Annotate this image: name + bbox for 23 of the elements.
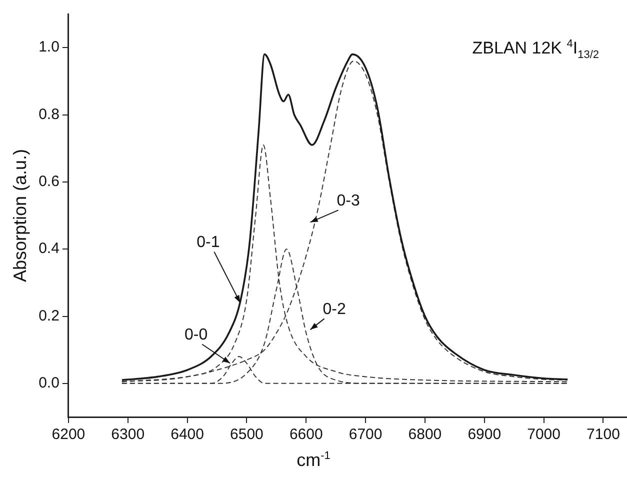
x-tick-label: 6900	[468, 426, 502, 444]
y-tick-label: 0.4	[38, 240, 60, 258]
x-tick-label: 7000	[527, 426, 560, 444]
x-tick-label: 6400	[170, 426, 204, 444]
annotation: 0-0	[184, 326, 208, 344]
text: ZBLAN 12K $^{4}$I$_{13/2}$	[472, 38, 599, 62]
y-tick-label: 0.8	[38, 106, 60, 123]
annotation: 0-3	[336, 192, 360, 210]
y-tick-label: 0.2	[38, 307, 60, 324]
y-tick-label: 0.6	[38, 173, 60, 190]
x-tick-label: 6300	[111, 426, 145, 444]
x-axis-title: cm$^{-1}$	[296, 450, 332, 471]
y-tick-label: 0.0	[38, 374, 60, 392]
annotation: 0-1	[196, 234, 220, 252]
y-axis-title: Absorption (a.u.)	[10, 148, 30, 282]
annotation: 0-2	[322, 301, 346, 318]
x-tick-label: 7100	[586, 426, 620, 444]
y-tick-label: 1.0	[38, 38, 60, 56]
x-tick-label: 6200	[52, 426, 86, 444]
x-tick-label: 6500	[230, 426, 264, 444]
x-tick-label: 6800	[408, 426, 442, 444]
x-tick-label: 6600	[289, 426, 323, 444]
x-tick-label: 6700	[348, 426, 382, 444]
